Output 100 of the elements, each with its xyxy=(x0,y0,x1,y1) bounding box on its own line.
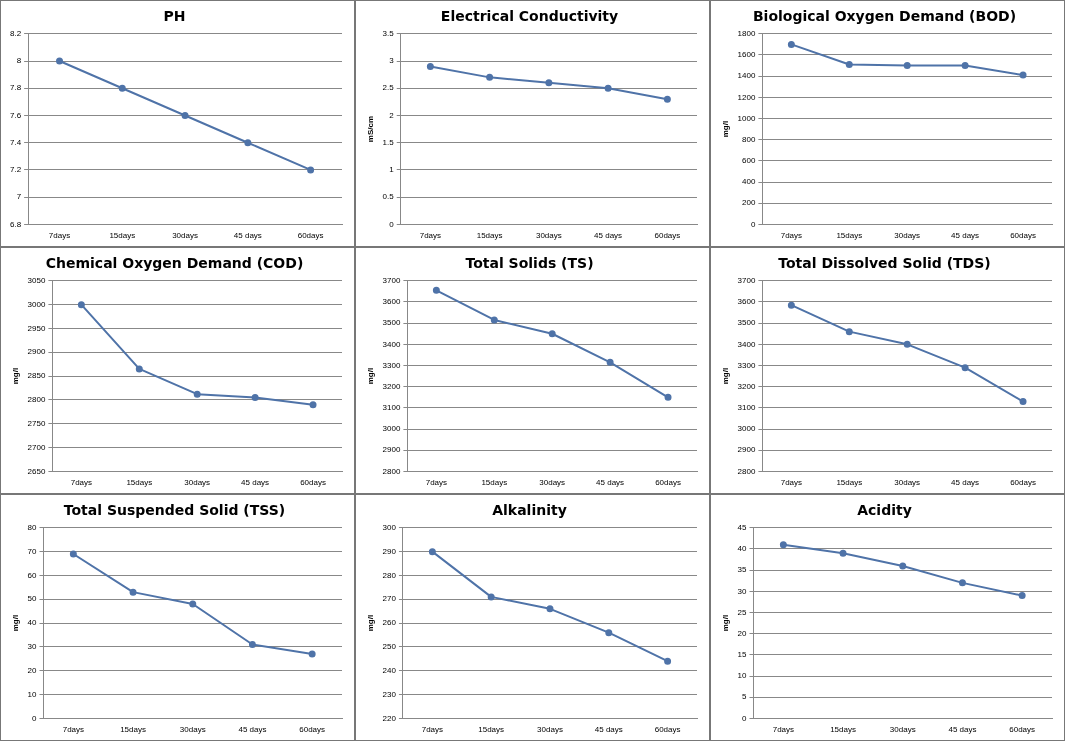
y-tick-label: 7.2 xyxy=(10,165,22,175)
y-tick-label: 3 xyxy=(389,56,395,66)
x-tick-label: 7days xyxy=(780,478,803,488)
x-tick-label: 30days xyxy=(179,725,206,735)
y-tick-label: 2900 xyxy=(27,347,46,357)
y-tick-label: 290 xyxy=(382,546,397,556)
y-axis-title: mS/cm xyxy=(366,115,375,143)
y-tick-label: 40 xyxy=(737,544,748,554)
x-tick-label: 7days xyxy=(48,231,71,241)
y-tick-label: 2950 xyxy=(27,323,46,333)
y-tick-label: 3000 xyxy=(382,424,401,434)
y-tick-label: 8.2 xyxy=(10,29,22,38)
y-tick-label: 10 xyxy=(737,671,748,681)
y-tick-label: 800 xyxy=(742,134,756,144)
y-axis-title: mg/l xyxy=(366,367,375,385)
x-tick-label: 30days xyxy=(535,231,562,241)
y-tick-label: 3100 xyxy=(382,403,401,413)
y-tick-label: 35 xyxy=(737,565,748,575)
x-tick-label: 7days xyxy=(780,231,803,241)
y-tick-label: 2800 xyxy=(737,466,756,476)
y-tick-label: 1 xyxy=(389,165,395,175)
y-axis-title: mg/l xyxy=(11,614,20,632)
y-tick-label: 3600 xyxy=(737,297,756,307)
y-tick-label: 70 xyxy=(27,546,38,556)
y-tick-label: 3050 xyxy=(27,276,46,285)
y-tick-label: 20 xyxy=(737,628,748,638)
chart-title: PH xyxy=(163,8,186,25)
x-tick-label: 60days xyxy=(299,725,326,735)
x-tick-label: 30days xyxy=(889,725,916,735)
x-tick-label: 30days xyxy=(184,478,211,488)
y-tick-label: 3400 xyxy=(737,339,756,349)
x-tick-label: 45 days xyxy=(596,478,625,488)
x-tick-label: 60days xyxy=(655,478,681,488)
y-tick-label: 3600 xyxy=(382,297,401,307)
y-tick-label: 7.6 xyxy=(10,110,22,120)
y-tick-label: 3200 xyxy=(737,381,756,391)
x-tick-label: 15days xyxy=(120,725,146,735)
x-tick-label: 30days xyxy=(894,231,921,241)
y-tick-label: 6.8 xyxy=(10,219,22,229)
y-tick-label: 0 xyxy=(742,713,748,723)
y-tick-label: 20 xyxy=(27,665,38,675)
x-tick-label: 60days xyxy=(1010,231,1036,241)
y-axis-title: mg/l xyxy=(721,614,730,632)
y-tick-label: 2850 xyxy=(27,371,46,381)
y-tick-label: 3100 xyxy=(737,403,756,413)
chart-title: Alkalinity xyxy=(492,502,567,519)
chart-title: Total Dissolved Solid (TDS) xyxy=(778,255,991,272)
chart-title: Chemical Oxygen Demand (COD) xyxy=(45,255,304,272)
chart-title: Acidity xyxy=(857,502,912,519)
chart-title: Total Suspended Solid (TSS) xyxy=(63,502,286,519)
y-tick-label: 5 xyxy=(742,692,748,702)
y-tick-label: 3000 xyxy=(27,299,46,309)
x-tick-label: 15days xyxy=(478,725,505,735)
x-tick-label: 45 days xyxy=(948,725,977,735)
chart-title: Total Solids (TS) xyxy=(465,255,594,272)
y-tick-label: 3000 xyxy=(737,424,756,434)
x-tick-label: 45 days xyxy=(951,231,980,241)
y-tick-label: 3200 xyxy=(382,381,401,391)
x-tick-label: 45 days xyxy=(951,478,980,488)
y-axis-title: mg/l xyxy=(366,614,375,632)
y-tick-label: 60 xyxy=(27,570,38,580)
y-tick-label: 7.4 xyxy=(10,137,22,147)
x-tick-label: 15days xyxy=(126,478,153,488)
x-tick-label: 60days xyxy=(1009,725,1036,735)
y-tick-label: 3700 xyxy=(382,276,401,285)
y-tick-label: 7.8 xyxy=(10,83,22,93)
y-tick-label: 0 xyxy=(389,219,395,229)
y-tick-label: 0 xyxy=(32,713,38,723)
x-tick-label: 15days xyxy=(476,231,503,241)
y-tick-label: 3400 xyxy=(382,339,401,349)
y-tick-label: 30 xyxy=(27,642,38,652)
x-tick-label: 30days xyxy=(537,725,563,735)
y-tick-label: 2800 xyxy=(382,466,401,476)
y-tick-label: 2750 xyxy=(27,418,46,428)
y-tick-label: 3700 xyxy=(737,276,756,285)
x-tick-label: 15days xyxy=(836,478,863,488)
x-tick-label: 45 days xyxy=(238,725,267,735)
x-tick-label: 30days xyxy=(539,478,566,488)
x-tick-label: 7days xyxy=(425,478,448,488)
y-tick-label: 15 xyxy=(737,650,748,660)
x-tick-label: 45 days xyxy=(233,231,262,241)
x-tick-label: 60days xyxy=(654,231,681,241)
chart-title: Biological Oxygen Demand (BOD) xyxy=(752,8,1017,25)
x-tick-label: 7days xyxy=(419,231,442,241)
y-tick-label: 2900 xyxy=(382,445,401,455)
y-tick-label: 1.5 xyxy=(382,137,395,147)
x-tick-label: 30days xyxy=(172,231,198,241)
y-tick-label: 250 xyxy=(382,642,397,652)
y-axis-title: mg/l xyxy=(721,120,730,138)
y-tick-label: 2650 xyxy=(27,466,46,476)
y-tick-label: 45 xyxy=(737,523,748,532)
y-tick-label: 2800 xyxy=(27,395,46,405)
y-tick-label: 80 xyxy=(27,523,38,532)
y-tick-label: 7 xyxy=(16,192,22,202)
y-tick-label: 300 xyxy=(382,523,397,532)
y-tick-label: 400 xyxy=(742,177,756,187)
x-tick-label: 60days xyxy=(300,478,326,488)
y-tick-label: 2.5 xyxy=(382,83,395,93)
y-tick-label: 1400 xyxy=(737,71,756,81)
y-tick-label: 270 xyxy=(382,594,397,604)
